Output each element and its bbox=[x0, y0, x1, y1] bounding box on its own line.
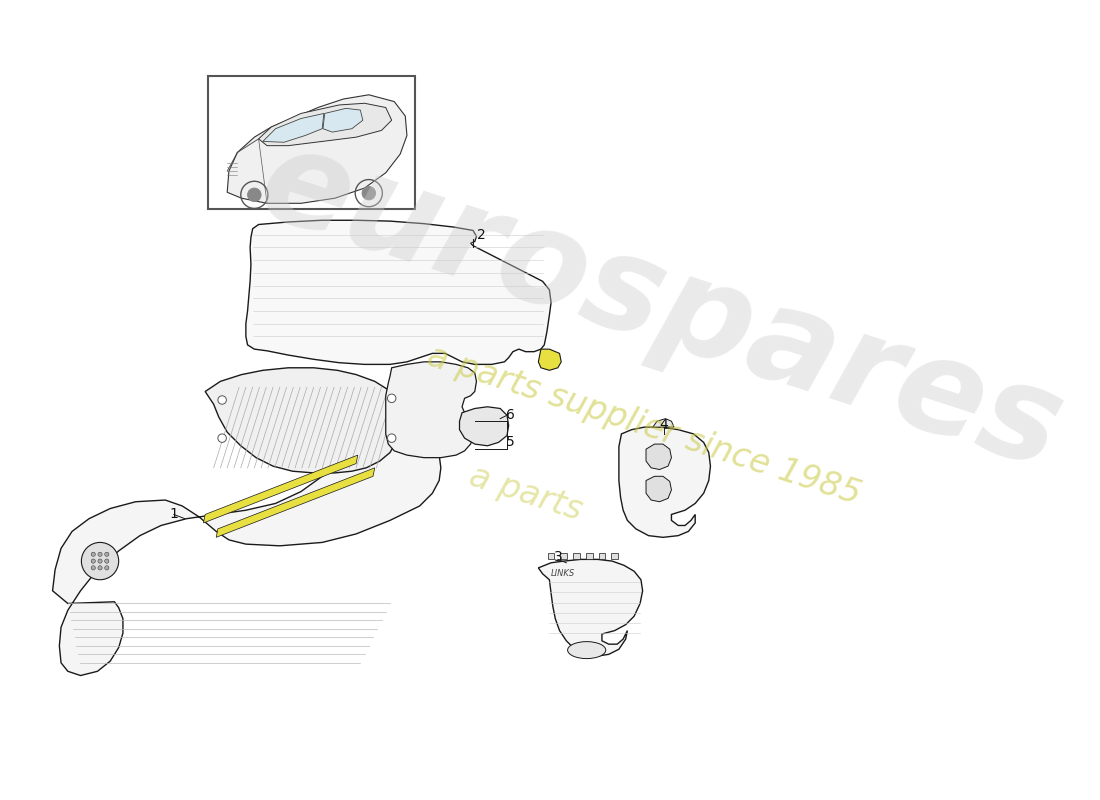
Polygon shape bbox=[573, 553, 580, 559]
Circle shape bbox=[91, 552, 96, 557]
Polygon shape bbox=[548, 553, 554, 559]
Polygon shape bbox=[460, 406, 508, 446]
Circle shape bbox=[218, 434, 227, 442]
Text: 3: 3 bbox=[553, 550, 562, 564]
Circle shape bbox=[104, 552, 109, 557]
Polygon shape bbox=[246, 220, 551, 364]
Text: 1: 1 bbox=[169, 507, 178, 522]
Polygon shape bbox=[258, 103, 392, 146]
Text: a parts supplier since 1985: a parts supplier since 1985 bbox=[424, 339, 866, 511]
Polygon shape bbox=[206, 368, 400, 473]
Text: LINKS: LINKS bbox=[551, 570, 575, 578]
Polygon shape bbox=[538, 349, 561, 370]
Circle shape bbox=[248, 188, 261, 202]
Circle shape bbox=[98, 566, 102, 570]
Circle shape bbox=[387, 394, 396, 402]
Polygon shape bbox=[323, 108, 363, 132]
Circle shape bbox=[91, 559, 96, 563]
Polygon shape bbox=[263, 114, 323, 142]
Text: 4: 4 bbox=[660, 418, 668, 433]
Polygon shape bbox=[646, 444, 671, 470]
Polygon shape bbox=[217, 468, 375, 538]
Text: 6: 6 bbox=[506, 408, 515, 422]
Polygon shape bbox=[53, 436, 441, 675]
Circle shape bbox=[98, 559, 102, 563]
Circle shape bbox=[362, 186, 375, 200]
Polygon shape bbox=[598, 553, 605, 559]
Circle shape bbox=[104, 559, 109, 563]
Circle shape bbox=[387, 434, 396, 442]
Polygon shape bbox=[204, 455, 358, 523]
Polygon shape bbox=[386, 362, 476, 458]
Polygon shape bbox=[619, 427, 711, 538]
Polygon shape bbox=[560, 553, 568, 559]
Circle shape bbox=[98, 552, 102, 557]
Polygon shape bbox=[586, 553, 593, 559]
Circle shape bbox=[218, 396, 227, 404]
Text: a parts: a parts bbox=[465, 459, 586, 527]
Text: 5: 5 bbox=[506, 435, 515, 450]
Circle shape bbox=[104, 566, 109, 570]
Text: eurospares: eurospares bbox=[244, 118, 1078, 496]
Ellipse shape bbox=[568, 642, 606, 658]
Circle shape bbox=[81, 542, 119, 580]
Circle shape bbox=[91, 566, 96, 570]
Polygon shape bbox=[612, 553, 618, 559]
Polygon shape bbox=[538, 559, 642, 656]
Bar bbox=[208, 76, 416, 210]
Polygon shape bbox=[646, 476, 671, 502]
Text: 2: 2 bbox=[477, 228, 486, 242]
Polygon shape bbox=[228, 94, 407, 203]
Polygon shape bbox=[652, 418, 674, 427]
